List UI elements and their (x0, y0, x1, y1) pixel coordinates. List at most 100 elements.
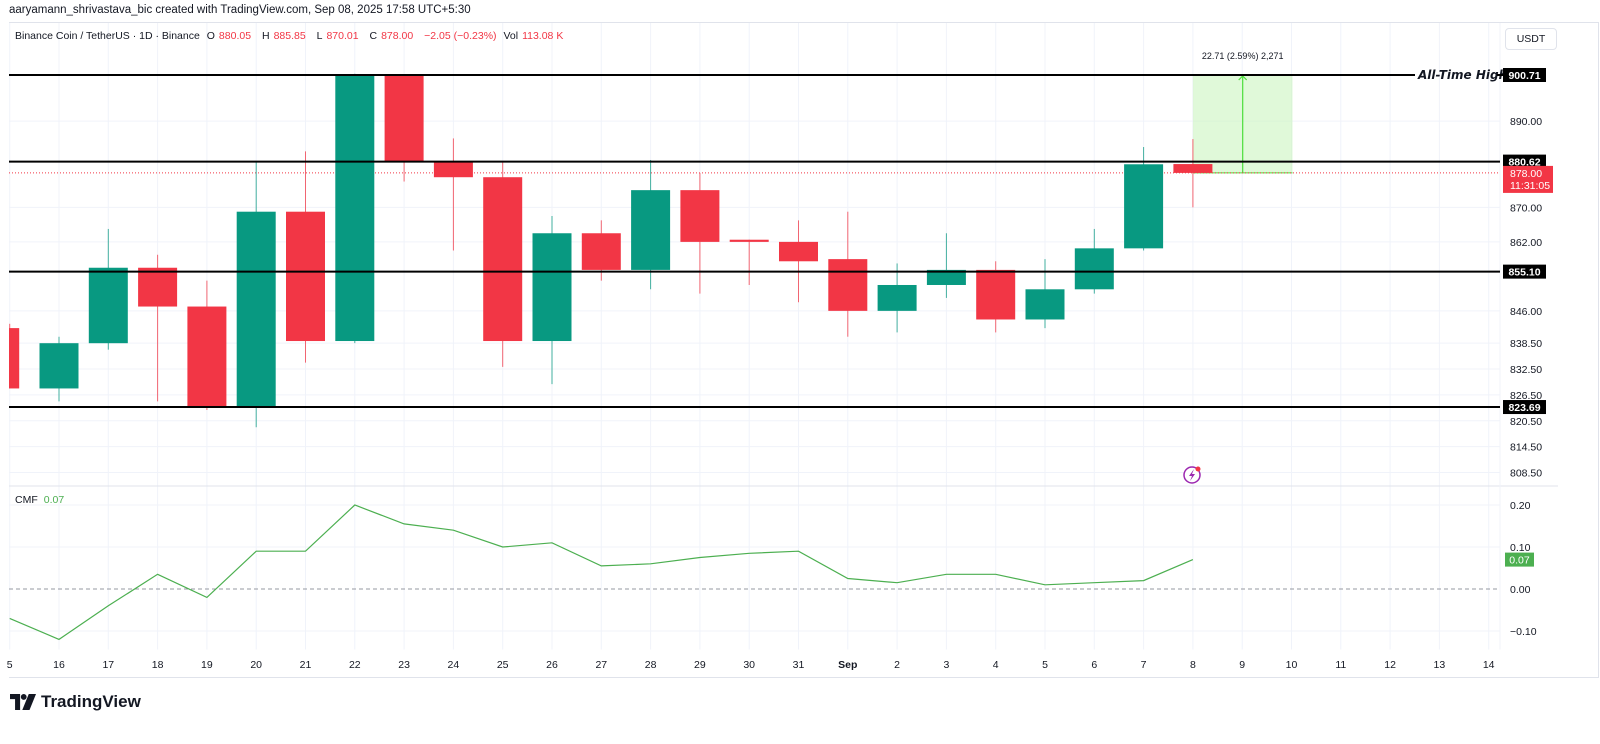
time-tick: 8 (1190, 659, 1196, 671)
chart-frame (9, 22, 1599, 678)
candle[interactable] (138, 254, 178, 402)
cmf-tick: 0.20 (1510, 500, 1531, 512)
candle[interactable] (88, 228, 128, 350)
ohlc-open: O 880.05 (206, 30, 252, 42)
price-tick: 838.50 (1510, 338, 1542, 350)
time-tick: 21 (300, 659, 312, 671)
candle[interactable] (779, 220, 818, 303)
time-tick: 18 (152, 659, 164, 671)
candle[interactable] (1173, 139, 1213, 208)
level-price-badge: 855.10 (1503, 264, 1546, 279)
candle[interactable] (1074, 228, 1114, 294)
time-tick: 16 (53, 659, 65, 671)
time-tick: 27 (595, 659, 607, 671)
svg-text:855.10: 855.10 (1508, 267, 1540, 279)
candle[interactable] (236, 161, 276, 428)
tradingview-logo[interactable]: TradingView (10, 692, 141, 712)
time-tick: 17 (102, 659, 114, 671)
candle[interactable] (9, 323, 20, 389)
price-range-measure[interactable]: 22.71 (2.59%) 2,271 (1192, 51, 1293, 174)
time-tick: 26 (546, 659, 558, 671)
price-tick: 814.50 (1510, 442, 1542, 454)
time-tick: 11 (1335, 659, 1346, 671)
candle[interactable] (187, 280, 227, 411)
symbol-legend[interactable]: Binance Coin / TetherUS · 1D · Binance O… (15, 30, 571, 42)
time-tick: 30 (743, 659, 755, 671)
cmf-line[interactable] (9, 504, 1194, 641)
candle[interactable] (828, 211, 868, 337)
candle[interactable] (680, 172, 720, 294)
cmf-tick: 0.10 (1510, 542, 1531, 554)
svg-text:0.07: 0.07 (1509, 555, 1530, 567)
candle[interactable] (581, 220, 621, 281)
candle[interactable] (384, 75, 424, 182)
bar-countdown: 11:31:05 (1510, 180, 1550, 192)
lightning-alert-icon[interactable] (1183, 466, 1201, 484)
candle[interactable] (335, 73, 375, 344)
brand-name: TradingView (41, 692, 141, 711)
measure-label: 22.71 (2.59%) 2,271 (1202, 51, 1284, 61)
candle[interactable] (926, 233, 966, 298)
time-tick: 5 (7, 659, 13, 671)
candle[interactable] (532, 216, 572, 385)
time-tick: 14 (1483, 659, 1495, 671)
cmf-tick: −0.10 (1510, 626, 1537, 638)
cmf-tick: 0.00 (1510, 584, 1531, 596)
candle[interactable] (433, 138, 473, 251)
time-tick: 25 (497, 659, 509, 671)
level-price-badge: 900.71 (1503, 68, 1546, 82)
ath-label: All-Time High (1417, 68, 1507, 82)
symbol-title: Binance Coin / TetherUS · 1D · Binance (15, 30, 200, 42)
candle[interactable] (1124, 147, 1164, 251)
time-tick: 12 (1384, 659, 1396, 671)
time-tick: 24 (448, 659, 460, 671)
time-tick: 23 (398, 659, 410, 671)
time-tick: 22 (349, 659, 361, 671)
time-tick: 29 (694, 659, 706, 671)
svg-text:878.00: 878.00 (1510, 168, 1542, 180)
time-tick: 4 (993, 659, 999, 671)
tradingview-logo-icon (10, 694, 36, 710)
time-tick: 19 (201, 659, 213, 671)
time-tick: Sep (838, 659, 857, 671)
ohlc-close: C 878.00 (369, 30, 414, 42)
time-tick: 6 (1091, 659, 1097, 671)
time-tick: 3 (943, 659, 949, 671)
ohlc-low: L 870.01 (316, 30, 359, 42)
time-tick: 20 (250, 659, 262, 671)
price-tick: 862.00 (1510, 237, 1542, 249)
candle[interactable] (483, 161, 523, 367)
time-tick: 13 (1434, 659, 1446, 671)
candle[interactable] (286, 151, 325, 363)
candle[interactable] (1025, 259, 1065, 329)
time-tick: 31 (793, 659, 805, 671)
price-tick: 808.50 (1510, 468, 1542, 480)
volume: Vol 113.08 K (503, 30, 564, 42)
cmf-value-badge: 0.07 (1505, 552, 1534, 567)
time-tick: 2 (894, 659, 900, 671)
time-tick: 7 (1141, 659, 1147, 671)
level-price-badge: 880.62 (1503, 154, 1546, 169)
time-tick: 5 (1042, 659, 1048, 671)
price-tick: 846.00 (1510, 306, 1542, 318)
candle[interactable] (39, 336, 79, 402)
time-tick: 9 (1239, 659, 1245, 671)
price-tick: 832.50 (1510, 364, 1542, 376)
svg-text:880.62: 880.62 (1508, 157, 1540, 169)
price-tick: 826.50 (1510, 390, 1542, 402)
currency-button[interactable]: USDT (1505, 28, 1557, 50)
candle[interactable] (631, 159, 671, 290)
time-tick: 28 (645, 659, 657, 671)
svg-text:900.71: 900.71 (1508, 70, 1540, 82)
chart-credit: aaryamann_shrivastava_bic created with T… (9, 4, 471, 16)
price-tick: 870.00 (1510, 202, 1542, 214)
candle[interactable] (729, 239, 769, 285)
cmf-legend[interactable]: CMF 0.07 (15, 494, 65, 506)
candle[interactable] (877, 263, 917, 333)
time-tick: 10 (1286, 659, 1298, 671)
candle[interactable] (976, 261, 1016, 333)
price-tick: 890.00 (1510, 116, 1542, 128)
svg-text:823.69: 823.69 (1508, 402, 1540, 414)
